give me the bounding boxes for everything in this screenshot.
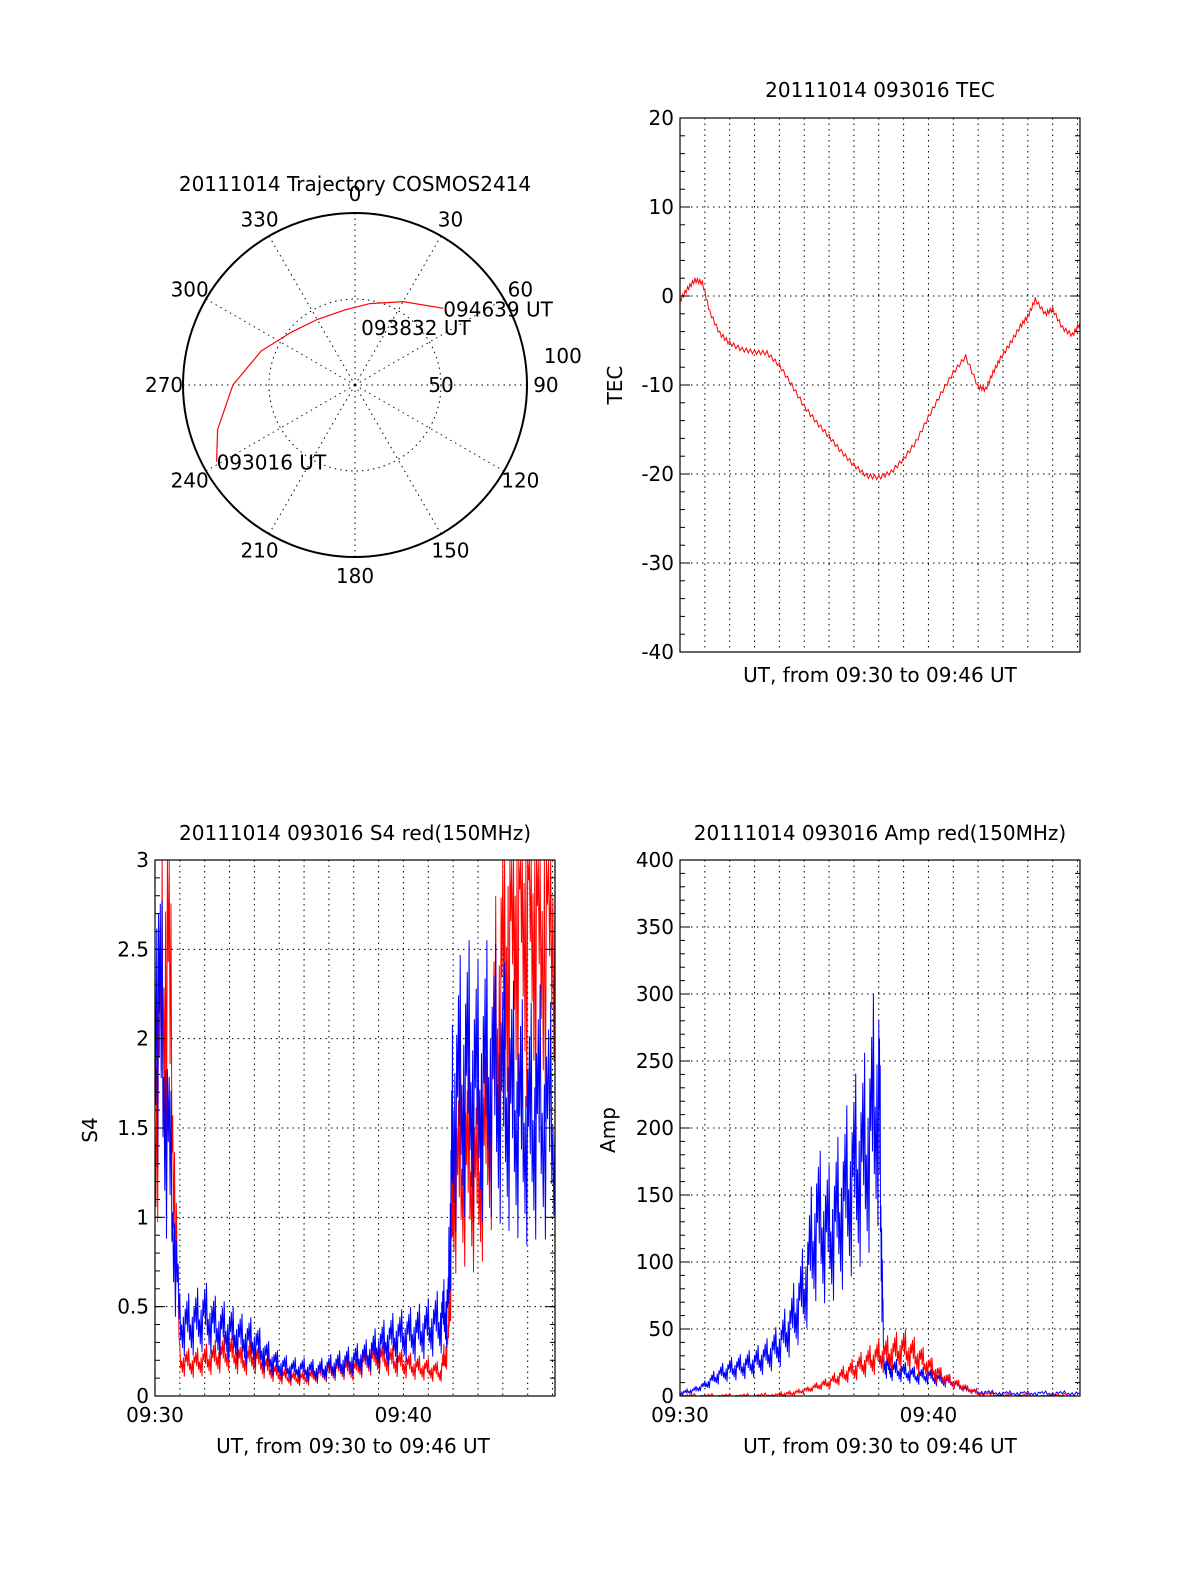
amp-blue-series-line [679, 993, 1080, 1398]
tec-ticks: 20 10 0 -10 -20 -30 -40 [641, 106, 1080, 664]
amp-panel: 20111014 093016 Amp red(150MHz) 0 50 100 15… [596, 821, 1081, 1458]
azimuth-label: 30 [438, 208, 463, 232]
polar-labels: 0 30 60 90 120 150 180 210 240 270 300 330 50 100 [145, 182, 582, 588]
y-tick-label: 10 [649, 195, 674, 219]
y-tick-label: 50 [649, 1317, 674, 1341]
s4-panel: 20111014 093016 S4 red(150MHz) 0 0.5 1 1.5 2… [78, 821, 556, 1458]
y-tick-label: 0.5 [117, 1295, 149, 1319]
y-tick-label: 2.5 [117, 937, 149, 961]
tec-grid [680, 118, 1080, 652]
polar-spoke [268, 384, 356, 535]
trajectory-line [216, 300, 444, 462]
polar-spoke [205, 384, 356, 472]
azimuth-label: 210 [240, 538, 278, 562]
amp-ticks: 0 50 100 150 200 250 300 350 400 09:30 09:40 [636, 848, 1080, 1427]
y-tick-label: 1.5 [117, 1116, 149, 1140]
polar-ring [268, 298, 442, 472]
amp-xlabel: UT, from 09:30 to 09:46 UT [743, 1434, 1018, 1458]
azimuth-label: 180 [336, 564, 374, 588]
y-tick-label: 300 [636, 982, 674, 1006]
y-tick-label: 200 [636, 1116, 674, 1140]
azimuth-label: 60 [508, 278, 533, 302]
trajectory-panel: 20111014 Trajectory COSMOS2414 0 30 60 90 12… [145, 172, 582, 588]
y-tick-label: 100 [636, 1250, 674, 1274]
azimuth-label: 90 [533, 373, 558, 397]
x-tick-label: 09:40 [375, 1403, 433, 1427]
azimuth-label: 240 [171, 468, 209, 492]
y-tick-label: 2 [136, 1027, 149, 1051]
tec-ylabel: TEC [603, 366, 627, 406]
tec-plot-frame [679, 117, 1081, 653]
y-tick-label: 400 [636, 848, 674, 872]
polar-spoke [268, 235, 356, 386]
y-tick-label: 20 [649, 106, 674, 130]
y-tick-label: -30 [641, 551, 674, 575]
polar-grid [183, 213, 527, 557]
trajectory-annotation: 094639 UT [443, 297, 553, 321]
amp-red-series-line [680, 1329, 1080, 1398]
polar-outer-circle [182, 212, 528, 558]
amp-ylabel: Amp [596, 1107, 620, 1153]
s4-title: 20111014 093016 S4 red(150MHz) [179, 821, 531, 845]
polar-spoke [354, 384, 505, 472]
y-tick-label: 150 [636, 1183, 674, 1207]
y-tick-label: -20 [641, 462, 674, 486]
y-tick-label: 250 [636, 1049, 674, 1073]
azimuth-label: 120 [501, 468, 539, 492]
polar-spoke [354, 384, 442, 535]
y-tick-label: -40 [641, 640, 674, 664]
tec-title: 20111014 093016 TEC [765, 78, 995, 102]
y-tick-label: 0 [661, 284, 674, 308]
s4-ylabel: S4 [78, 1117, 102, 1142]
polar-spoke [354, 235, 442, 386]
y-tick-label: 3 [136, 848, 149, 872]
tec-panel: 20111014 093016 TEC 20 10 0 -10 -20 -30 -40 UT… [603, 78, 1081, 687]
azimuth-label: 150 [431, 538, 469, 562]
x-tick-label: 09:40 [900, 1403, 958, 1427]
s4-red-series-line [154, 859, 556, 1387]
radius-label: 100 [544, 344, 582, 368]
y-tick-label: -10 [641, 373, 674, 397]
tec-series-line [679, 276, 1081, 481]
trajectory-annotation: 093016 UT [217, 451, 327, 475]
azimuth-label: 330 [240, 208, 278, 232]
polar-spoke [205, 298, 356, 386]
s4-xlabel: UT, from 09:30 to 09:46 UT [216, 1434, 491, 1458]
y-tick-label: 0 [661, 1384, 674, 1408]
radius-label: 50 [428, 373, 453, 397]
amp-title: 20111014 093016 Amp red(150MHz) [694, 821, 1066, 845]
trajectory-title: 20111014 Trajectory COSMOS2414 [179, 172, 531, 196]
x-tick-label: 09:30 [651, 1403, 709, 1427]
x-tick-label: 09:30 [126, 1403, 184, 1427]
s4-ticks: 0 0.5 1 1.5 2 2.5 3 09:30 09:40 [117, 848, 555, 1427]
y-tick-label: 1 [136, 1205, 149, 1229]
azimuth-label: 300 [171, 278, 209, 302]
s4-blue-series-line [154, 899, 556, 1382]
azimuth-label: 270 [145, 373, 183, 397]
polar-spoke [354, 298, 505, 386]
azimuth-label: 0 [349, 182, 362, 206]
trajectory-annotation: 093832 UT [361, 316, 471, 340]
tec-xlabel: UT, from 09:30 to 09:46 UT [743, 663, 1018, 687]
y-tick-label: 0 [136, 1384, 149, 1408]
y-tick-label: 350 [636, 915, 674, 939]
